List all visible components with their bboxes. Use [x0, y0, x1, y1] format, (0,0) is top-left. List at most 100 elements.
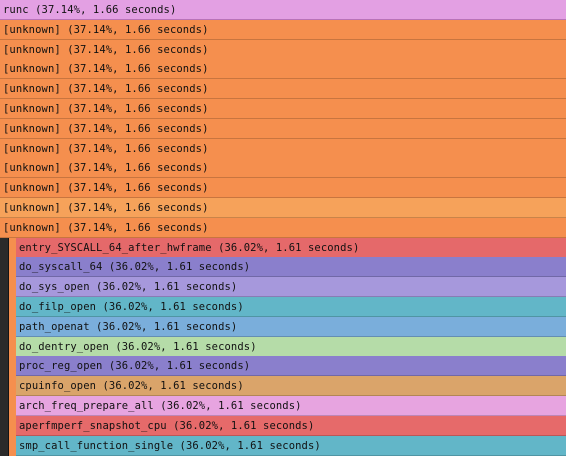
frame-gutter [0, 238, 9, 258]
frame-function-name: aperfmperf_snapshot_cpu [19, 420, 167, 432]
frame-percent: 36.02% [121, 341, 161, 353]
parent-frame-sliver[interactable] [9, 257, 16, 277]
flame-frame[interactable]: smp_call_function_single (36.02%, 1.61 s… [16, 436, 566, 456]
flame-frame-label: arch_freq_prepare_all (36.02%, 1.61 seco… [19, 400, 302, 412]
flame-frame[interactable]: [unknown] (37.14%, 1.66 seconds) [0, 158, 566, 178]
flame-frame[interactable]: [unknown] (37.14%, 1.66 seconds) [0, 178, 566, 198]
flame-frame-label: [unknown] (37.14%, 1.66 seconds) [3, 222, 209, 234]
frame-function-name: [unknown] [3, 44, 61, 56]
frame-time: 1.66 seconds [125, 182, 203, 194]
frame-function-name: do_sys_open [19, 281, 90, 293]
frame-time: 1.61 seconds [153, 281, 231, 293]
parent-frame-sliver[interactable] [9, 337, 16, 357]
frame-percent: 37.14% [73, 162, 113, 174]
frame-gutter [0, 356, 9, 376]
frame-time: 1.66 seconds [125, 44, 203, 56]
frame-percent: 36.02% [102, 281, 142, 293]
flame-frame[interactable]: aperfmperf_snapshot_cpu (36.02%, 1.61 se… [16, 416, 566, 436]
frame-time: 1.61 seconds [237, 440, 315, 452]
frame-time: 1.61 seconds [153, 321, 231, 333]
parent-frame-sliver[interactable] [9, 376, 16, 396]
flame-frame-label: [unknown] (37.14%, 1.66 seconds) [3, 162, 209, 174]
frame-percent: 36.02% [108, 301, 148, 313]
flame-frame-label: proc_reg_open (36.02%, 1.61 seconds) [19, 360, 251, 372]
frame-time: 1.66 seconds [125, 123, 203, 135]
parent-frame-sliver[interactable] [9, 416, 16, 436]
frame-percent: 36.02% [166, 400, 206, 412]
flame-frame-label: do_filp_open (36.02%, 1.61 seconds) [19, 301, 244, 313]
frame-time: 1.66 seconds [125, 103, 203, 115]
flame-frame-label: [unknown] (37.14%, 1.66 seconds) [3, 182, 209, 194]
frame-percent: 37.14% [73, 123, 113, 135]
flame-frame-label: [unknown] (37.14%, 1.66 seconds) [3, 83, 209, 95]
frame-function-name: [unknown] [3, 83, 61, 95]
parent-frame-sliver[interactable] [9, 317, 16, 337]
frame-gutter [0, 396, 9, 416]
flame-frame-label: path_openat (36.02%, 1.61 seconds) [19, 321, 238, 333]
frame-function-name: [unknown] [3, 162, 61, 174]
flame-frame-label: [unknown] (37.14%, 1.66 seconds) [3, 63, 209, 75]
parent-frame-sliver[interactable] [9, 356, 16, 376]
flame-frame-label: entry_SYSCALL_64_after_hwframe (36.02%, … [19, 242, 360, 254]
frame-function-name: arch_freq_prepare_all [19, 400, 154, 412]
flame-frame[interactable]: [unknown] (37.14%, 1.66 seconds) [0, 139, 566, 159]
frame-function-name: proc_reg_open [19, 360, 103, 372]
parent-frame-sliver[interactable] [9, 238, 16, 258]
frame-gutter [0, 376, 9, 396]
flame-frame-label: smp_call_function_single (36.02%, 1.61 s… [19, 440, 321, 452]
frame-gutter [0, 277, 9, 297]
flame-frame-label: do_syscall_64 (36.02%, 1.61 seconds) [19, 261, 251, 273]
frame-time: 1.66 seconds [125, 24, 203, 36]
flame-frame-label: aperfmperf_snapshot_cpu (36.02%, 1.61 se… [19, 420, 315, 432]
frame-percent: 36.02% [102, 321, 142, 333]
frame-percent: 37.14% [73, 83, 113, 95]
frame-function-name: [unknown] [3, 63, 61, 75]
flame-frame[interactable]: do_syscall_64 (36.02%, 1.61 seconds) [16, 257, 566, 277]
frame-percent: 36.02% [108, 380, 148, 392]
flame-frame[interactable]: [unknown] (37.14%, 1.66 seconds) [0, 198, 566, 218]
parent-frame-sliver[interactable] [9, 277, 16, 297]
flame-frame[interactable]: arch_freq_prepare_all (36.02%, 1.61 seco… [16, 396, 566, 416]
flame-frame[interactable]: do_sys_open (36.02%, 1.61 seconds) [16, 277, 566, 297]
flame-frame[interactable]: do_filp_open (36.02%, 1.61 seconds) [16, 297, 566, 317]
flame-frame[interactable]: runc (37.14%, 1.66 seconds) [0, 0, 566, 20]
flame-frame[interactable]: [unknown] (37.14%, 1.66 seconds) [0, 20, 566, 40]
flame-frame-label: do_dentry_open (36.02%, 1.61 seconds) [19, 341, 257, 353]
flame-frame[interactable]: [unknown] (37.14%, 1.66 seconds) [0, 218, 566, 238]
frame-function-name: path_openat [19, 321, 90, 333]
frame-function-name: [unknown] [3, 143, 61, 155]
parent-frame-sliver[interactable] [9, 396, 16, 416]
frame-time: 1.66 seconds [125, 202, 203, 214]
flame-frame-label: [unknown] (37.14%, 1.66 seconds) [3, 44, 209, 56]
parent-frame-sliver[interactable] [9, 436, 16, 456]
flame-frame[interactable]: entry_SYSCALL_64_after_hwframe (36.02%, … [16, 238, 566, 258]
frame-gutter [0, 317, 9, 337]
flame-frame[interactable]: path_openat (36.02%, 1.61 seconds) [16, 317, 566, 337]
flame-frame-label: [unknown] (37.14%, 1.66 seconds) [3, 24, 209, 36]
flame-frame[interactable]: [unknown] (37.14%, 1.66 seconds) [0, 119, 566, 139]
frame-time: 1.61 seconds [218, 400, 296, 412]
frame-function-name: do_dentry_open [19, 341, 109, 353]
flame-frame[interactable]: [unknown] (37.14%, 1.66 seconds) [0, 99, 566, 119]
frame-function-name: runc [3, 4, 29, 16]
flame-frame[interactable]: do_dentry_open (36.02%, 1.61 seconds) [16, 337, 566, 357]
frame-percent: 37.14% [73, 103, 113, 115]
frame-time: 1.61 seconds [160, 301, 238, 313]
frame-gutter [0, 416, 9, 436]
flame-frame[interactable]: [unknown] (37.14%, 1.66 seconds) [0, 59, 566, 79]
frame-time: 1.61 seconds [166, 360, 244, 372]
frame-time: 1.66 seconds [125, 63, 203, 75]
parent-frame-sliver[interactable] [9, 297, 16, 317]
frame-function-name: [unknown] [3, 123, 61, 135]
flame-frame[interactable]: proc_reg_open (36.02%, 1.61 seconds) [16, 356, 566, 376]
flame-frame[interactable]: cpuinfo_open (36.02%, 1.61 seconds) [16, 376, 566, 396]
flame-frame[interactable]: [unknown] (37.14%, 1.66 seconds) [0, 40, 566, 60]
frame-time: 1.66 seconds [125, 162, 203, 174]
flame-frame-label: [unknown] (37.14%, 1.66 seconds) [3, 202, 209, 214]
frame-function-name: [unknown] [3, 222, 61, 234]
frame-function-name: do_filp_open [19, 301, 97, 313]
flame-frame[interactable]: [unknown] (37.14%, 1.66 seconds) [0, 79, 566, 99]
frame-percent: 37.14% [73, 143, 113, 155]
frame-time: 1.66 seconds [125, 83, 203, 95]
flame-frame-label: cpuinfo_open (36.02%, 1.61 seconds) [19, 380, 244, 392]
